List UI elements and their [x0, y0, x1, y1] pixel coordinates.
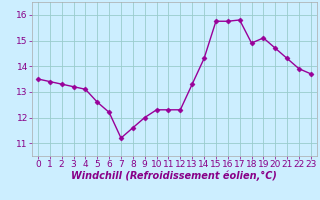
X-axis label: Windchill (Refroidissement éolien,°C): Windchill (Refroidissement éolien,°C): [71, 171, 277, 181]
